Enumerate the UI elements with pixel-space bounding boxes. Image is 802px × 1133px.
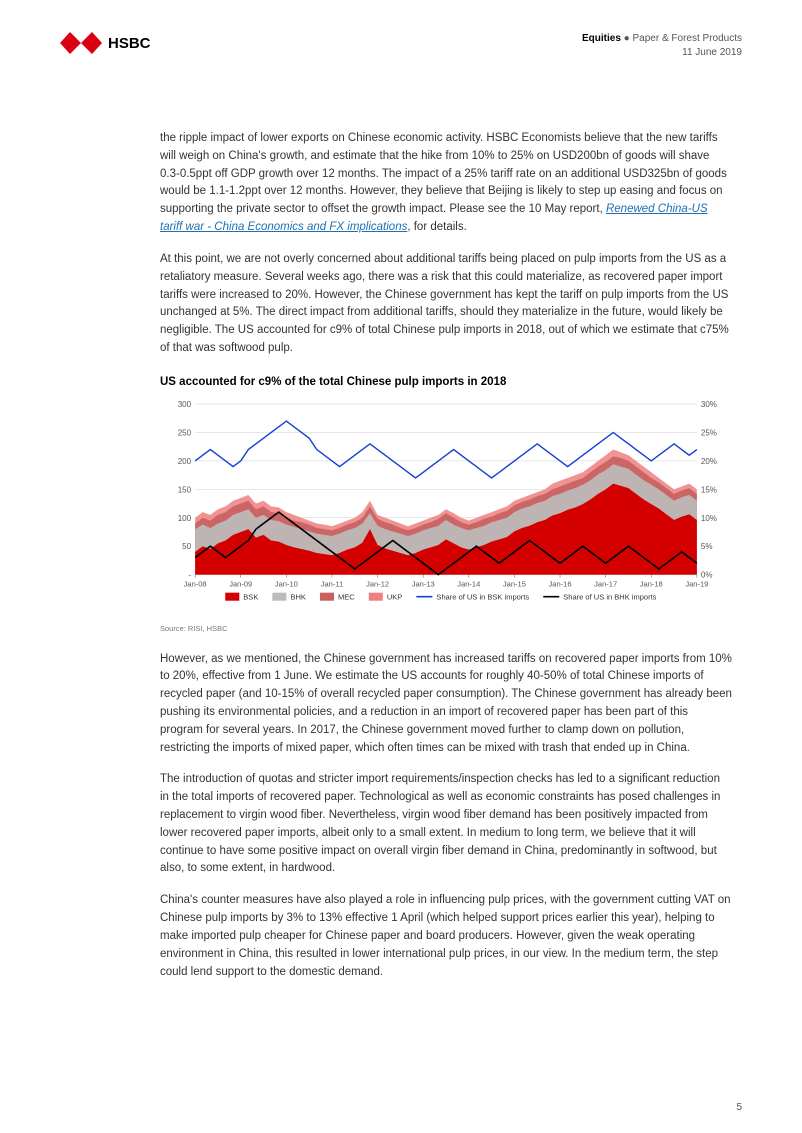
body-content: the ripple impact of lower exports on Ch… (60, 130, 742, 981)
svg-text:Jan-14: Jan-14 (457, 579, 480, 588)
svg-text:20%: 20% (701, 457, 717, 466)
chart-title: US accounted for c9% of the total Chines… (160, 376, 732, 388)
hsbc-hexagon-icon (60, 32, 102, 54)
svg-text:25%: 25% (701, 428, 717, 437)
p1-text-b: , for details. (407, 221, 466, 233)
svg-text:Jan-17: Jan-17 (594, 579, 617, 588)
chart-svg: - 50 100 150 200 250 300 0% 5% 10% 15% 20% 25% 30% Jan… (160, 396, 732, 617)
page-number: 5 (736, 1102, 742, 1113)
svg-text:0%: 0% (701, 570, 713, 579)
svg-text:200: 200 (178, 457, 192, 466)
svg-text:15%: 15% (701, 485, 717, 494)
svg-text:Jan-15: Jan-15 (503, 579, 526, 588)
paragraph-1: the ripple impact of lower exports on Ch… (160, 130, 732, 237)
header-meta: Equities ● Paper & Forest Products 11 Ju… (582, 32, 742, 60)
svg-text:Jan-13: Jan-13 (412, 579, 435, 588)
svg-text:30%: 30% (701, 400, 717, 409)
svg-text:UKP: UKP (387, 592, 402, 601)
paragraph-3: However, as we mentioned, the Chinese go… (160, 651, 732, 758)
svg-text:Jan-11: Jan-11 (321, 579, 343, 588)
header-category-bold: Equities (582, 33, 621, 44)
header-category: Paper & Forest Products (633, 33, 743, 44)
svg-text:100: 100 (178, 514, 192, 523)
chart-source: Source: RISI, HSBC (160, 624, 732, 633)
svg-text:250: 250 (178, 428, 192, 437)
svg-text:BHK: BHK (290, 592, 305, 601)
svg-text:10%: 10% (701, 514, 717, 523)
paragraph-2: At this point, we are not overly concern… (160, 251, 732, 358)
svg-text:Jan-18: Jan-18 (640, 579, 663, 588)
svg-text:Share of US in BSK imports: Share of US in BSK imports (436, 592, 529, 601)
svg-text:Jan-16: Jan-16 (549, 579, 572, 588)
svg-text:5%: 5% (701, 542, 713, 551)
svg-text:Jan-12: Jan-12 (366, 579, 389, 588)
svg-text:Share of US in BHK imports: Share of US in BHK imports (563, 592, 656, 601)
header-date: 11 June 2019 (582, 46, 742, 60)
paragraph-4: The introduction of quotas and stricter … (160, 771, 732, 878)
svg-text:-: - (188, 570, 191, 579)
svg-text:MEC: MEC (338, 592, 355, 601)
svg-text:Jan-09: Jan-09 (229, 579, 252, 588)
pulp-imports-chart: - 50 100 150 200 250 300 0% 5% 10% 15% 20% 25% 30% Jan… (160, 396, 732, 622)
svg-text:Jan-19: Jan-19 (685, 579, 708, 588)
svg-text:150: 150 (178, 485, 192, 494)
brand-name: HSBC (108, 35, 151, 52)
paragraph-5: China's counter measures have also playe… (160, 892, 732, 981)
svg-text:300: 300 (178, 400, 192, 409)
svg-text:BSK: BSK (243, 592, 258, 601)
svg-text:Jan-10: Jan-10 (275, 579, 298, 588)
header-bullet: ● (624, 33, 630, 44)
page-header: HSBC Equities ● Paper & Forest Products … (60, 32, 742, 60)
svg-text:Jan-08: Jan-08 (184, 579, 207, 588)
hsbc-logo: HSBC (60, 32, 151, 54)
svg-text:50: 50 (182, 542, 191, 551)
